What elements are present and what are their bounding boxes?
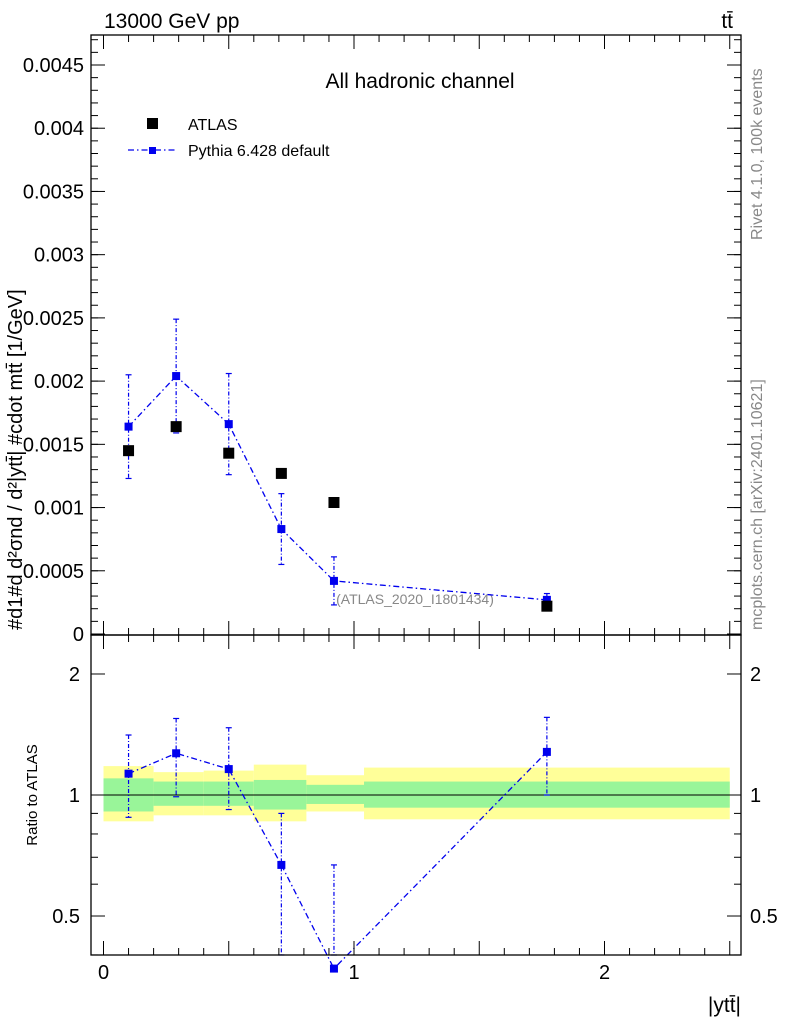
mc-point xyxy=(124,422,133,431)
mcplots-label: mcplots.cern.ch [arXiv:2401.10621] xyxy=(749,379,766,630)
ratio-axis-ticks xyxy=(91,635,741,956)
legend: ATLAS Pythia 6.428 default xyxy=(128,117,330,160)
main-y-axis-label: #d1#d d²σnd / d²|ytt̄| #cdot mtt̄ [1/GeV… xyxy=(5,289,27,630)
mc-point xyxy=(277,525,286,534)
ratio-point xyxy=(172,749,181,758)
uncertainty-bands xyxy=(103,764,730,822)
ratio-panel: 0.5 0.5 1 1 2 2 0 1 2 Ratio to ATLAS |ytt̄| xyxy=(24,634,778,1017)
ratio-point xyxy=(224,765,233,774)
ratio-y-tick-label-right: 1 xyxy=(750,785,761,807)
y-tick-label: 0.0035 xyxy=(23,181,84,203)
energy-label: 13000 GeV pp xyxy=(104,10,239,33)
data-point xyxy=(223,447,235,459)
mc-line xyxy=(128,375,547,601)
legend-atlas-label: ATLAS xyxy=(188,117,238,134)
legend-atlas-marker xyxy=(147,118,158,129)
ratio-series xyxy=(124,716,551,973)
ratio-y-tick-label-right: 0.5 xyxy=(750,906,778,928)
process-label: tt̄ xyxy=(721,10,733,33)
x-tick-label: 1 xyxy=(348,962,359,984)
data-point xyxy=(170,421,182,433)
x-tick-label: 0 xyxy=(98,962,109,984)
mc-series xyxy=(124,318,551,607)
legend-pythia-label: Pythia 6.428 default xyxy=(188,143,330,160)
y-tick-label: 0.003 xyxy=(34,245,84,267)
ratio-point xyxy=(277,860,286,869)
data-point xyxy=(541,600,553,612)
data-point xyxy=(275,467,287,479)
y-tick-label: 0.0005 xyxy=(23,561,84,583)
data-point xyxy=(328,496,340,508)
y-tick-label: 0.0045 xyxy=(23,55,84,77)
mc-point xyxy=(172,372,181,381)
y-tick-label: 0.0015 xyxy=(23,434,84,456)
ratio-y-tick-label-right: 2 xyxy=(750,664,761,686)
main-y-tick-labels: 0 0.0005 0.001 0.0015 0.002 0.0025 0.003 0.0035… xyxy=(23,55,84,646)
chart-title: All hadronic channel xyxy=(325,70,514,93)
ratio-y-tick-label: 2 xyxy=(69,664,80,686)
x-axis-label: |ytt̄| xyxy=(708,994,741,1017)
y-tick-label: 0.002 xyxy=(34,371,84,393)
y-tick-label: 0.001 xyxy=(34,498,84,520)
data-series xyxy=(123,421,553,612)
ratio-line xyxy=(128,751,548,970)
y-tick-label: 0.004 xyxy=(34,118,84,140)
band-inner xyxy=(306,784,365,804)
data-point xyxy=(123,445,135,457)
ratio-point xyxy=(124,769,133,778)
mc-point xyxy=(224,420,233,429)
x-tick-label: 2 xyxy=(599,962,610,984)
ratio-tick-labels: 0.5 0.5 1 1 2 2 0 1 2 xyxy=(52,664,778,984)
main-axis-ticks xyxy=(91,35,741,635)
mc-point xyxy=(542,595,551,604)
main-panel: 0 0.0005 0.001 0.0015 0.002 0.0025 0.003 0.0035… xyxy=(5,34,742,646)
y-tick-label: 0 xyxy=(73,624,84,646)
mc-point xyxy=(329,576,338,585)
legend-pythia-marker xyxy=(149,147,156,154)
ratio-point xyxy=(542,747,551,756)
analysis-label: (ATLAS_2020_I1801434) xyxy=(336,591,494,607)
ratio-point xyxy=(329,964,338,973)
rivet-version-label: Rivet 4.1.0, 100k events xyxy=(749,68,766,240)
ratio-y-tick-label: 1 xyxy=(69,785,80,807)
ratio-y-axis-label: Ratio to ATLAS xyxy=(24,744,41,845)
y-tick-label: 0.0025 xyxy=(23,308,84,330)
band-inner xyxy=(153,781,204,806)
ratio-y-tick-label: 0.5 xyxy=(52,906,80,928)
